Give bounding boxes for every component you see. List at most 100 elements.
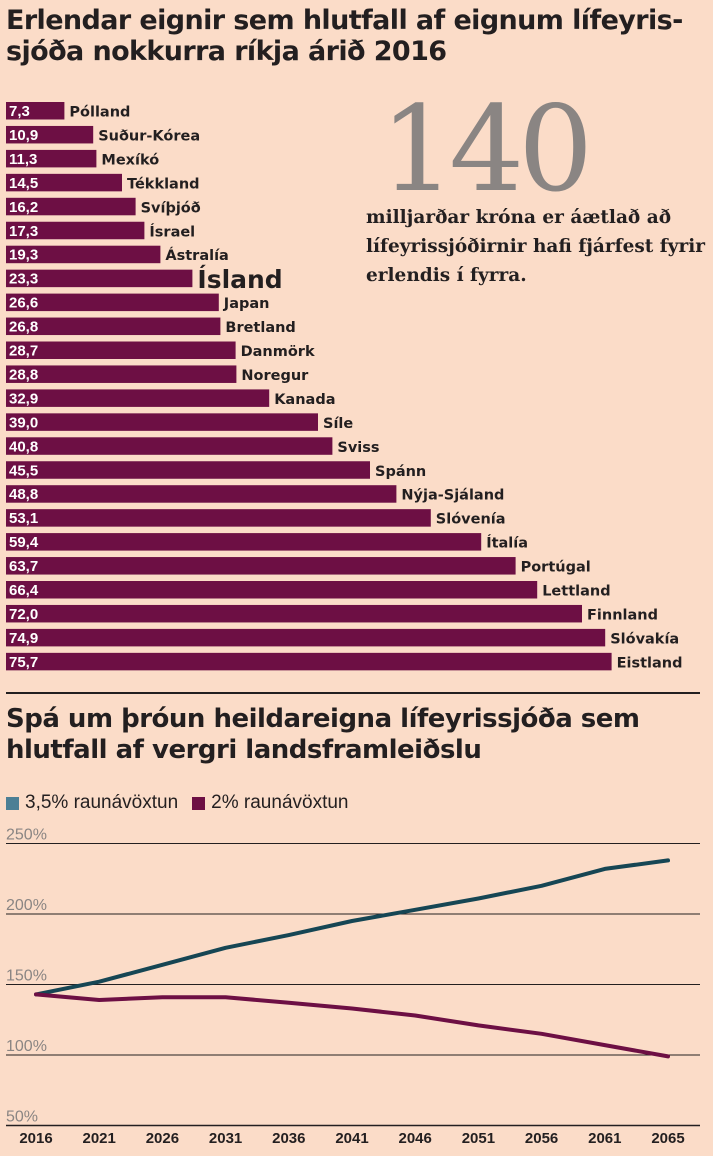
bar-category-label: Eistland [617, 655, 683, 671]
bar-category-label: Japan [223, 296, 270, 312]
bar-value-label: 28,8 [9, 366, 38, 383]
bar-category-label-highlight: Ísland [197, 265, 282, 294]
bar-value-label: 45,5 [9, 462, 38, 479]
x-tick-label: 2016 [19, 1130, 52, 1147]
bar-category-label: Spánn [375, 464, 426, 480]
x-tick-label: 2021 [83, 1130, 116, 1147]
bar-value-label: 75,7 [9, 654, 38, 671]
legend-label-low: 2% raunávöxtun [211, 792, 349, 813]
section-divider [6, 692, 700, 694]
bar-value-label: 40,8 [9, 438, 38, 455]
bar [6, 293, 219, 312]
bar-category-label: Nýja-Sjáland [401, 488, 504, 504]
bar-row: 40,8 Sviss [6, 437, 380, 456]
legend: 3,5% raunávöxtun 2% raunávöxtun [6, 792, 363, 814]
bar-row: 39,0 Síle [6, 413, 353, 432]
bar [6, 317, 221, 336]
bar-row: 74,9 Slóvakía [6, 628, 679, 647]
y-tick-label: 200% [6, 897, 47, 914]
bar-value-label: 10,9 [9, 127, 38, 144]
bar-category-label: Suður-Kórea [98, 128, 200, 144]
bar-value-label: 53,1 [9, 510, 38, 527]
y-tick-label: 150% [6, 968, 47, 985]
bar-category-label: Slóvakía [610, 631, 679, 647]
bar [6, 557, 516, 575]
legend-swatch-high [6, 796, 19, 810]
bar-category-label: Danmörk [241, 344, 315, 360]
bar-value-label: 17,3 [9, 223, 38, 240]
bar [6, 125, 94, 144]
callout-text: milljarðar króna er áætlað að lífeyrissj… [366, 207, 706, 286]
bar-category-label: Pólland [69, 105, 130, 121]
bar [6, 533, 482, 551]
bar-row: 23,3 Ísland [6, 265, 283, 294]
bar [6, 365, 237, 383]
bar-row: 59,4 Ítalía [6, 533, 528, 552]
bar [6, 173, 122, 192]
bar [6, 149, 97, 168]
bar-row: 53,1 Slóvenía [6, 509, 506, 528]
x-tick-label: 2065 [651, 1130, 684, 1147]
line-chart-title: Spá um þróun heildareigna lífeyrissjóða … [6, 704, 640, 765]
bar [6, 389, 270, 407]
bar-category-label: Ítalía [486, 535, 528, 552]
bar-row: 75,7 Eistland [6, 652, 683, 671]
bar-row: 11,3 Mexíkó [6, 149, 159, 168]
bar [6, 269, 193, 288]
bar [6, 604, 582, 623]
y-tick-label: 250% [6, 827, 47, 844]
bar-value-label: 32,9 [9, 390, 38, 407]
legend-label-high: 3,5% raunávöxtun [25, 792, 179, 813]
bar-row: 10,9 Suður-Kórea [6, 125, 200, 144]
y-tick-label: 50% [6, 1109, 38, 1126]
series-line-low [34, 992, 670, 1059]
bar-category-label: Svíþjóð [141, 200, 201, 216]
bar-value-label: 48,8 [9, 486, 38, 503]
bar-category-label: Kanada [274, 392, 335, 408]
bar-row: 19,3 Ástralía [6, 245, 229, 264]
bar-value-label: 16,2 [9, 199, 38, 216]
x-tick-label: 2036 [272, 1130, 305, 1147]
bar-value-label: 14,5 [9, 175, 38, 192]
legend-swatch-low [192, 796, 206, 810]
bar-row: 28,8 Noregur [6, 365, 309, 384]
bar [6, 102, 65, 120]
bar-value-label: 23,3 [9, 271, 38, 288]
bar-value-label: 11,3 [9, 151, 37, 168]
bar [6, 461, 370, 479]
bar-category-label: Finnland [587, 607, 658, 623]
bar [6, 341, 236, 359]
bar-row: 63,7 Portúgal [6, 557, 591, 576]
x-tick-label: 2061 [588, 1130, 621, 1147]
bar-value-label: 63,7 [9, 558, 38, 575]
bar-value-label: 74,9 [9, 630, 38, 647]
bar-value-label: 26,8 [9, 319, 38, 336]
bar-value-label: 39,0 [9, 414, 38, 431]
bar-row: 28,7 Danmörk [6, 341, 315, 360]
bar-category-label: Slóvenía [436, 512, 506, 528]
bar [6, 509, 431, 527]
chart-title: Erlendar eignir sem hlutfall af eignum l… [6, 5, 683, 67]
legend-item-high: 3,5% raunávöxtun [6, 792, 178, 814]
bar [6, 485, 397, 503]
bar-row: 32,9 Kanada [6, 389, 335, 408]
series-line-high [34, 858, 670, 997]
bar-row: 16,2 Svíþjóð [6, 197, 201, 216]
x-tick-label: 2056 [525, 1130, 558, 1147]
bar [6, 652, 612, 671]
x-tick-label: 2026 [146, 1130, 179, 1147]
bar-row: 66,4 Lettland [6, 581, 611, 600]
bar [6, 581, 538, 599]
bar-category-label: Bretland [225, 320, 295, 336]
bar-category-label: Mexíkó [101, 152, 159, 168]
bar [6, 413, 318, 431]
bar-value-label: 26,6 [9, 295, 38, 312]
bar [6, 437, 333, 455]
bar-value-label: 7,3 [9, 103, 30, 120]
bar-row: 14,5 Tékkland [6, 173, 200, 192]
x-tick-label: 2041 [335, 1130, 368, 1147]
bar-row: 17,3 Ísrael [6, 221, 195, 240]
bar-category-label: Sviss [337, 440, 379, 456]
bar-category-label: Noregur [241, 368, 309, 384]
bar [6, 628, 606, 647]
